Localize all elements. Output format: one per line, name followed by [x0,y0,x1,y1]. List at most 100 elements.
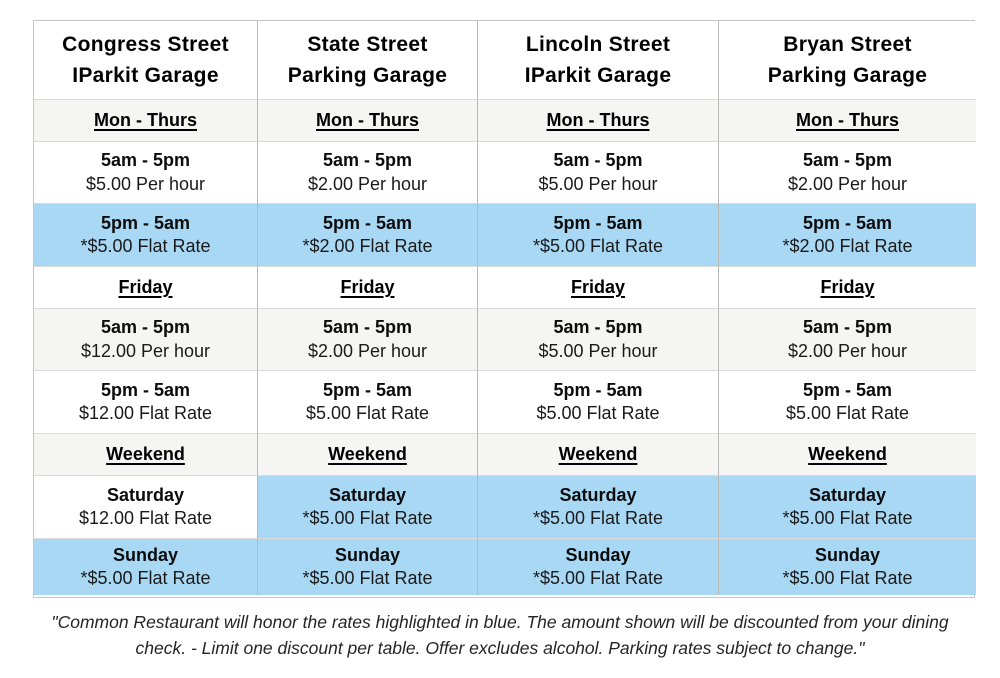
rate-amount: *$5.00 Flat Rate [302,568,433,588]
section-header-weekend: Weekend [478,434,719,476]
section-label: Mon - Thurs [796,110,899,130]
rate-day: Saturday [328,484,407,505]
rate-cell: 5am - 5pm $5.00 Per hour [34,142,258,204]
rate-amount: $12.00 Flat Rate [78,508,213,528]
rate-cell-highlighted: 5pm - 5am *$2.00 Flat Rate [258,204,478,267]
rate-cell-highlighted: 5pm - 5am *$5.00 Flat Rate [34,204,258,267]
rate-amount: *$5.00 Flat Rate [782,568,913,588]
rate-amount: $5.00 Per hour [85,173,206,194]
rate-time: 5am - 5pm [802,317,893,338]
garage-name-line: Bryan Street [783,32,912,56]
rate-amount: $5.00 Per hour [538,340,658,361]
rate-amount: $5.00 Per hour [538,173,658,194]
section-header-weekend: Weekend [34,434,258,476]
rate-amount: *$5.00 Flat Rate [532,508,664,528]
rate-day: Saturday [559,484,637,505]
rate-cell-highlighted: Saturday *$5.00 Flat Rate [719,476,976,539]
rate-amount: $2.00 Per hour [787,173,908,194]
rate-cell: Saturday $12.00 Flat Rate [34,476,258,539]
rate-amount: *$5.00 Flat Rate [80,568,211,588]
rate-amount: $5.00 Flat Rate [785,403,910,423]
garage-name-line: IParkit Garage [524,64,672,87]
garage-name-line: Parking Garage [767,64,928,87]
rate-time: 5am - 5pm [553,317,643,338]
section-header-friday: Friday [478,267,719,309]
section-label: Weekend [558,444,638,464]
rate-cell: 5pm - 5am $5.00 Flat Rate [478,371,719,434]
rate-time: 5am - 5pm [802,150,893,171]
rate-amount: *$5.00 Flat Rate [80,236,211,256]
rate-time: 5am - 5pm [100,150,191,171]
garage-name-line: Lincoln Street [525,32,671,56]
garage-name-line: Congress Street [62,32,229,56]
section-header-weekend: Weekend [258,434,478,476]
rate-cell-highlighted: Sunday *$5.00 Flat Rate [34,539,258,595]
garage-name-line: IParkit Garage [72,64,219,87]
rate-amount: $2.00 Per hour [307,173,428,194]
rate-cell: 5am - 5pm $2.00 Per hour [719,309,976,371]
rate-amount: $2.00 Per hour [307,340,428,361]
rate-amount: $12.00 Per hour [80,340,211,361]
disclaimer-quote: "Common Restaurant will honor the rates … [51,612,949,659]
section-header-mon-thurs: Mon - Thurs [258,100,478,142]
section-label: Mon - Thurs [94,110,197,130]
rate-amount: $2.00 Per hour [787,340,908,361]
rate-time: 5am - 5pm [100,317,191,338]
section-label: Weekend [106,444,185,464]
rate-cell-highlighted: Saturday *$5.00 Flat Rate [478,476,719,539]
garage-header-lincoln: Lincoln Street IParkit Garage [478,21,719,100]
section-label: Friday [570,277,626,297]
rate-amount: *$5.00 Flat Rate [532,568,664,588]
garage-name-line: Parking Garage [287,64,448,87]
rate-cell: 5am - 5pm $12.00 Per hour [34,309,258,371]
parking-rates-table: Congress Street IParkit Garage State Str… [33,20,976,598]
section-header-friday: Friday [719,267,976,309]
rate-time: 5pm - 5am [553,212,643,233]
rate-amount: *$5.00 Flat Rate [532,236,664,256]
rate-cell-highlighted: Sunday *$5.00 Flat Rate [478,539,719,595]
garage-name-line: State Street [307,32,428,56]
rate-amount: $12.00 Flat Rate [78,403,213,423]
section-label: Friday [820,277,875,297]
rate-amount: *$2.00 Flat Rate [302,236,433,256]
section-label: Weekend [808,444,887,464]
rate-time: 5pm - 5am [322,379,413,400]
rate-cell: 5am - 5pm $2.00 Per hour [258,309,478,371]
section-header-friday: Friday [34,267,258,309]
section-header-mon-thurs: Mon - Thurs [34,100,258,142]
garage-header-congress: Congress Street IParkit Garage [34,21,258,100]
rate-amount: *$5.00 Flat Rate [782,508,913,528]
rate-cell: 5am - 5pm $2.00 Per hour [719,142,976,204]
rate-cell: 5pm - 5am $12.00 Flat Rate [34,371,258,434]
garage-header-state: State Street Parking Garage [258,21,478,100]
rate-cell-highlighted: 5pm - 5am *$5.00 Flat Rate [478,204,719,267]
rate-time: 5pm - 5am [802,212,893,233]
garage-header-bryan: Bryan Street Parking Garage [719,21,976,100]
rate-time: 5am - 5pm [322,317,413,338]
rate-day: Saturday [106,484,185,505]
rate-time: 5pm - 5am [553,379,643,400]
rate-time: 5am - 5pm [322,150,413,171]
rate-cell-highlighted: 5pm - 5am *$2.00 Flat Rate [719,204,976,267]
rate-cell: 5am - 5pm $5.00 Per hour [478,142,719,204]
rate-cell: 5am - 5pm $5.00 Per hour [478,309,719,371]
rate-day: Sunday [565,544,631,565]
section-header-friday: Friday [258,267,478,309]
rate-amount: $5.00 Flat Rate [305,403,430,423]
section-label: Friday [118,277,173,297]
section-header-mon-thurs: Mon - Thurs [719,100,976,142]
rate-cell-highlighted: Saturday *$5.00 Flat Rate [258,476,478,539]
rate-cell: 5am - 5pm $2.00 Per hour [258,142,478,204]
rate-cell-highlighted: Sunday *$5.00 Flat Rate [719,539,976,595]
rate-day: Sunday [112,544,178,565]
section-header-weekend: Weekend [719,434,976,476]
section-label: Friday [340,277,395,297]
section-label: Weekend [328,444,407,464]
footer-disclaimer: "Common Restaurant will honor the rates … [0,609,1000,662]
rate-time: 5pm - 5am [322,212,413,233]
rate-cell-highlighted: Sunday *$5.00 Flat Rate [258,539,478,595]
rate-time: 5pm - 5am [802,379,893,400]
rate-amount: *$5.00 Flat Rate [302,508,433,528]
rate-day: Sunday [334,544,400,565]
section-header-mon-thurs: Mon - Thurs [478,100,719,142]
